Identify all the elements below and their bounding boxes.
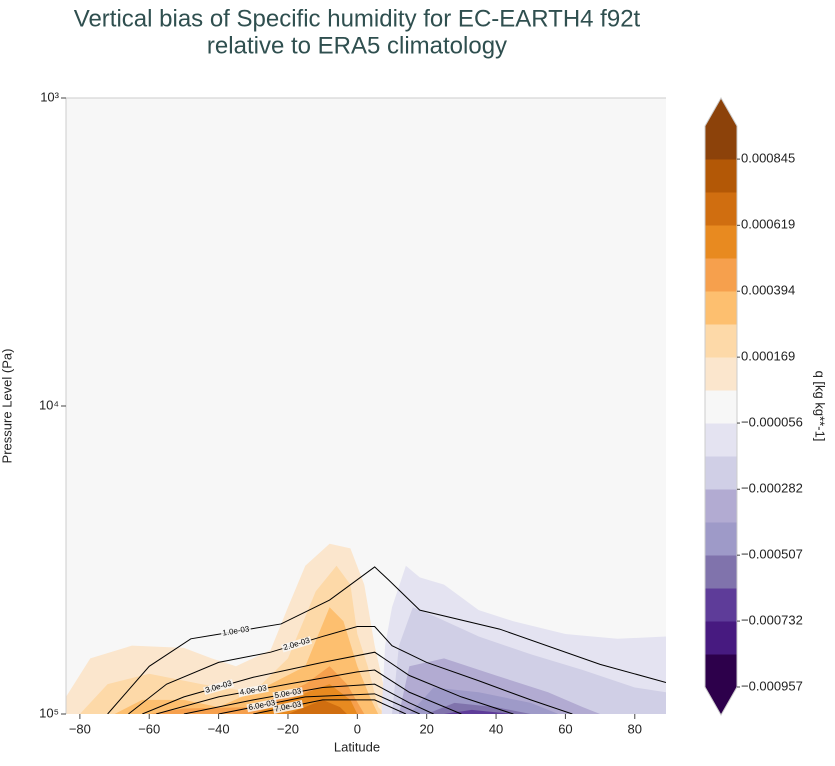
colorbar-label: q [kg kg**-1] bbox=[813, 371, 828, 442]
filled-contour bbox=[287, 699, 347, 714]
x-tick-label: −60 bbox=[138, 721, 160, 736]
x-tick-label: 20 bbox=[419, 721, 433, 736]
y-axis-label: Pressure Level (Pa) bbox=[0, 349, 14, 464]
colorbar-tick-label: 0.000394 bbox=[741, 283, 795, 298]
plot-area: 1.0e-032.0e-033.0e-03 4.0e-03 5.0e-036.0e-… bbox=[66, 543, 666, 714]
x-tick-label: −80 bbox=[69, 721, 91, 736]
colorbar-band bbox=[705, 258, 737, 292]
colorbar-outline bbox=[704, 96, 738, 717]
colorbar-band bbox=[705, 225, 737, 259]
colorbar-tick-label: 0.000619 bbox=[741, 217, 795, 232]
contour-label-bg bbox=[203, 679, 235, 696]
x-tick-label: 40 bbox=[489, 721, 503, 736]
contour-label-bg bbox=[281, 636, 313, 653]
colorbar-band bbox=[705, 654, 737, 688]
colorbar-tick-label: −0.000732 bbox=[741, 613, 803, 628]
colorbar-band bbox=[705, 522, 737, 556]
y-tick-label: 10³ bbox=[40, 89, 59, 104]
contour-label-bg bbox=[272, 687, 304, 701]
x-tick-label: −40 bbox=[208, 721, 230, 736]
contour-label-bg bbox=[272, 700, 304, 714]
colorbar-tick-label: 0.000169 bbox=[741, 349, 795, 364]
x-tick-label: −20 bbox=[277, 721, 299, 736]
colorbar-tick-label: −0.000282 bbox=[741, 481, 803, 496]
colorbar-tick-label: −0.000056 bbox=[741, 414, 803, 429]
colorbar-band bbox=[705, 456, 737, 490]
contour-label: 1.0e-03 bbox=[222, 624, 251, 637]
chart-title: Vertical bias of Specific humidity for E… bbox=[74, 5, 641, 32]
colorbar-extend bbox=[705, 98, 737, 126]
x-tick-label: 80 bbox=[628, 721, 642, 736]
filled-contour bbox=[444, 709, 514, 714]
colorbar-band bbox=[705, 588, 737, 622]
y-tick-label: 10⁵ bbox=[39, 705, 59, 720]
chart-title: relative to ERA5 climatology bbox=[207, 32, 507, 59]
colorbar-extend bbox=[705, 687, 737, 715]
colorbar-tick-label: −0.000957 bbox=[741, 678, 803, 693]
colorbar-tick-label: 0.000845 bbox=[741, 151, 795, 166]
colorbar-band bbox=[705, 324, 737, 358]
contour-line bbox=[107, 566, 666, 714]
contour-line bbox=[156, 669, 462, 714]
x-tick-label: 0 bbox=[354, 721, 361, 736]
colorbar-tick-label: −0.000507 bbox=[741, 547, 803, 562]
x-tick-label: 60 bbox=[558, 721, 572, 736]
contour-label-bg bbox=[237, 683, 269, 698]
contour-line bbox=[142, 651, 514, 714]
contour-line bbox=[183, 683, 434, 714]
contour-label-bg bbox=[246, 698, 278, 713]
x-axis-label: Latitude bbox=[334, 739, 380, 754]
colorbar-band bbox=[705, 621, 737, 655]
colorbar-band bbox=[705, 390, 737, 424]
colorbar-band bbox=[705, 291, 737, 325]
colorbar-band bbox=[705, 423, 737, 457]
contour-line bbox=[128, 626, 573, 714]
contour-label-bg bbox=[220, 624, 252, 638]
colorbar-band bbox=[705, 357, 737, 391]
colorbar-band bbox=[705, 192, 737, 226]
colorbar-band bbox=[705, 489, 737, 523]
colorbar-band bbox=[705, 126, 737, 160]
colorbar-band bbox=[705, 555, 737, 589]
colorbar-band bbox=[705, 159, 737, 193]
y-tick-label: 10⁴ bbox=[39, 397, 59, 412]
